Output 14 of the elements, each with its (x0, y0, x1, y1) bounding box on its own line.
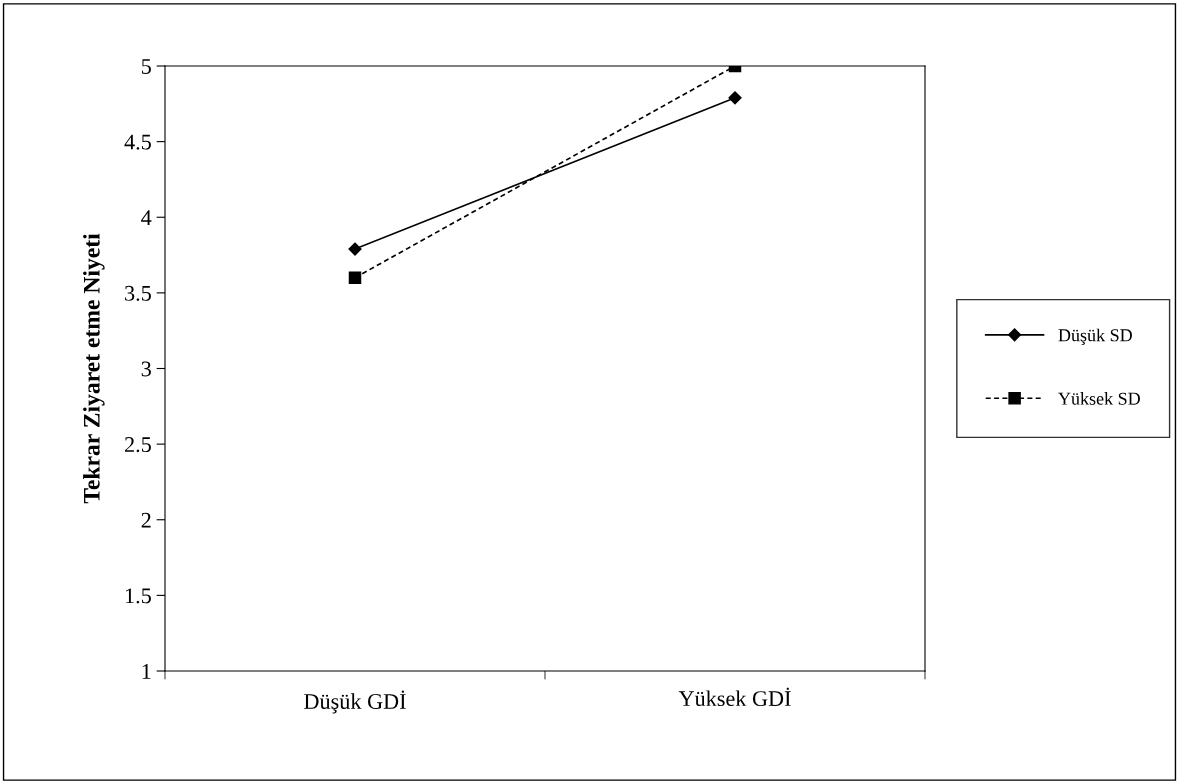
y-tick-label: 2 (141, 512, 151, 528)
x-tick-label: Düşük GDİ (304, 690, 406, 714)
y-tick-label: 2.5 (125, 437, 151, 453)
y-tick-label: 3 (141, 361, 151, 377)
x-tick-label: Yüksek GDİ (678, 687, 791, 707)
legend-label: Yüksek SD (1058, 392, 1140, 405)
y-tick-label: 1 (142, 664, 151, 679)
y-tick-label: 5 (141, 59, 151, 74)
legend-label: Düşük SD (1058, 328, 1132, 346)
y-tick-label: 3.5 (125, 285, 151, 301)
y-tick-label: 4 (141, 210, 152, 225)
y-tick-label: 4.5 (124, 134, 151, 150)
y-tick-label: 1.5 (125, 588, 151, 604)
y-axis-title: Tekrar Ziyaret etme Niyeti (83, 233, 105, 504)
